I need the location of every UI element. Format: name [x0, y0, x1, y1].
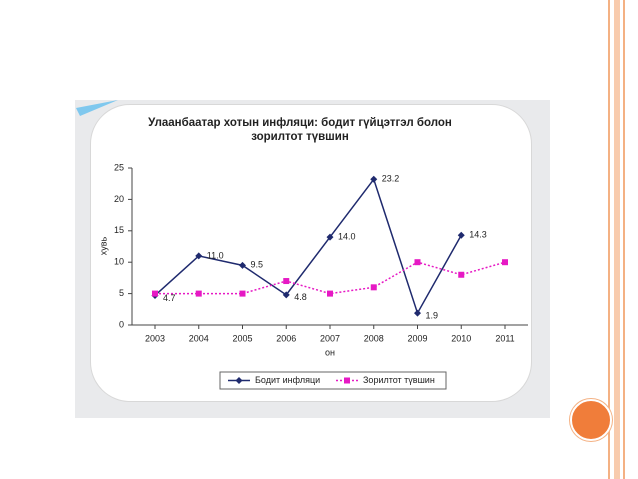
data-label: 4.7 — [163, 293, 176, 303]
decor-line — [614, 0, 620, 479]
x-tick-label: 2007 — [320, 333, 340, 343]
data-label: 9.5 — [251, 260, 264, 270]
y-tick-label: 20 — [114, 194, 124, 204]
x-tick-label: 2003 — [145, 333, 165, 343]
point — [502, 259, 508, 266]
x-tick-label: 2005 — [232, 333, 252, 343]
point — [152, 290, 158, 297]
point — [239, 290, 246, 297]
legend-box — [219, 371, 447, 390]
point — [414, 309, 421, 317]
x-axis-label: он — [325, 347, 335, 357]
data-label: 23.2 — [382, 174, 400, 184]
x-tick-label: 2010 — [451, 333, 471, 343]
decor-circle — [570, 399, 612, 441]
y-tick-label: 5 — [119, 288, 124, 298]
y-tick-label: 10 — [114, 257, 124, 267]
series-line — [154, 177, 462, 315]
series-line — [155, 261, 506, 295]
data-label: 14.3 — [469, 230, 487, 240]
point — [370, 175, 378, 183]
x-tick-label: 2009 — [407, 333, 427, 343]
point — [414, 259, 421, 266]
data-label: 14.0 — [338, 231, 356, 241]
chart-title: Улаанбаатар хотын инфляци: бодит гүйцэтг… — [148, 117, 452, 143]
data-label: 11.0 — [207, 250, 224, 260]
legend-marker — [344, 377, 350, 384]
x-tick-label: 2011 — [495, 333, 514, 343]
x-tick-label: 2006 — [276, 333, 296, 343]
decor-line — [623, 0, 625, 479]
point — [458, 271, 465, 278]
point — [283, 278, 290, 285]
point — [326, 233, 334, 241]
data-label: 4.8 — [294, 292, 307, 302]
y-tick-label: 0 — [119, 319, 124, 329]
point — [195, 252, 203, 260]
legend-label: Зорилтот түвшин — [363, 375, 435, 385]
legend-label: Бодит инфляци — [255, 375, 320, 385]
x-tick-label: 2008 — [364, 333, 384, 343]
point — [282, 291, 290, 299]
y-tick-label: 15 — [114, 225, 124, 235]
x-tick-label: 2004 — [189, 333, 209, 343]
decor-stroke — [76, 100, 118, 116]
point — [370, 284, 377, 291]
point — [457, 231, 465, 239]
chart-card — [90, 104, 532, 402]
point — [195, 290, 202, 297]
point — [327, 290, 333, 297]
legend-marker — [235, 377, 243, 384]
data-label: 1.9 — [426, 310, 439, 320]
y-axis-label: хувь — [98, 236, 108, 255]
y-tick-label: 25 — [114, 162, 124, 172]
decor-line — [608, 0, 610, 479]
point — [239, 261, 246, 269]
